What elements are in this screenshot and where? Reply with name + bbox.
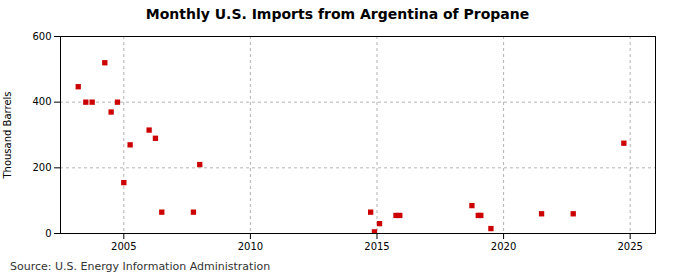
svg-text:Thousand Barrels: Thousand Barrels (2, 91, 13, 179)
svg-text:2015: 2015 (364, 241, 389, 252)
svg-text:2010: 2010 (238, 241, 263, 252)
html-text:Monthly U.S. Imports from Arge: Monthly U.S. Imports from Argentina of P… (145, 6, 530, 22)
svg-text:200: 200 (32, 162, 51, 173)
svg-text:600: 600 (32, 31, 51, 42)
svg-text:2005: 2005 (111, 241, 136, 252)
html-text:Source: U.S. Energy Informatio: Source: U.S. Energy Information Administ… (10, 260, 271, 273)
svg-text:0: 0 (45, 228, 51, 239)
svg-text:2025: 2025 (617, 241, 642, 252)
svg-text:400: 400 (32, 96, 51, 107)
svg-text:2020: 2020 (491, 241, 516, 252)
